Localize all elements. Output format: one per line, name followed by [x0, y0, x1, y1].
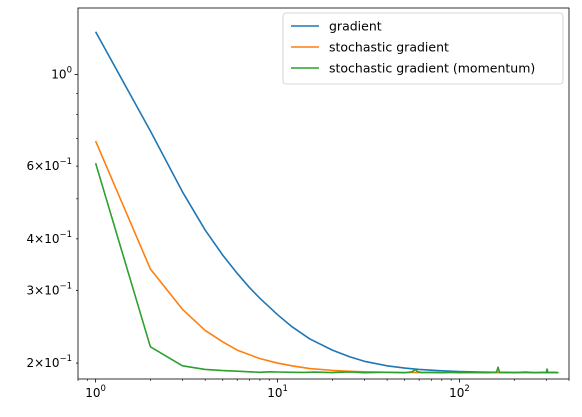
legend: gradient stochastic gradient stochastic gr…: [282, 12, 564, 85]
plot-frame: [77, 7, 570, 380]
legend-box: [282, 12, 564, 85]
series-line-1: [94, 140, 559, 374]
tick-labels: 100 101 102 100 6×10−1 4×10−1 3×10−1 2×10−1: [26, 66, 469, 400]
legend-label-0: gradient: [329, 19, 382, 34]
x-tick-label: 100: [85, 384, 106, 400]
y-tick-label: 4×10−1: [26, 230, 72, 246]
y-tick-label: 6×10−1: [26, 157, 72, 173]
series-lines: [94, 31, 559, 374]
y-tick-label: 2×10−1: [26, 354, 72, 370]
y-tick-label: 3×10−1: [26, 281, 72, 297]
x-tick-label: 101: [267, 384, 288, 400]
major-ticks: [74, 74, 460, 383]
legend-label-2: stochastic gradient (momentum): [329, 61, 535, 76]
legend-label-1: stochastic gradient: [329, 40, 449, 55]
x-tick-label: 102: [449, 384, 470, 400]
series-line-2: [94, 162, 559, 374]
y-tick-label: 100: [51, 66, 72, 82]
minor-ticks: [76, 93, 570, 381]
